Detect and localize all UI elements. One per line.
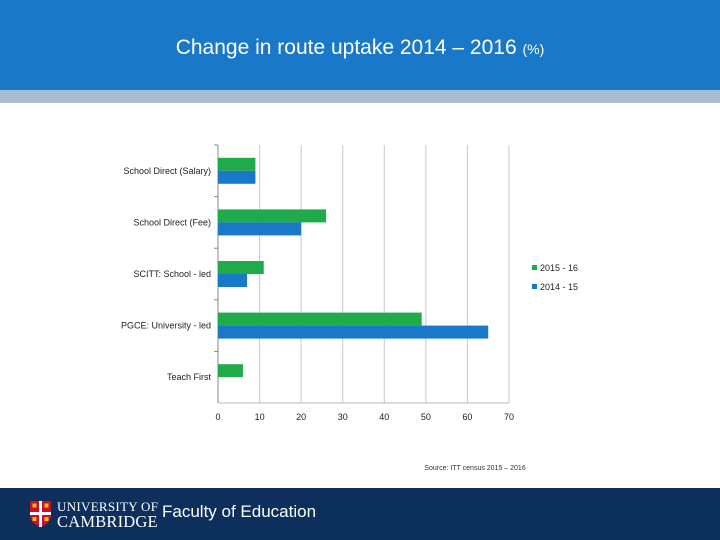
- source-note: Source: ITT census 2015 – 2016: [424, 465, 526, 472]
- legend-label: 2014 - 15: [540, 282, 578, 292]
- bar-2014-15: [218, 170, 256, 184]
- slide-title: Change in route uptake 2014 – 2016 (%): [0, 36, 720, 60]
- bar-2014-15: [218, 325, 489, 339]
- x-tick-label: 70: [504, 412, 514, 422]
- x-tick-label: 50: [421, 412, 431, 422]
- header-band: [0, 0, 720, 90]
- university-crest-icon: [30, 501, 51, 527]
- x-tick-label: 10: [255, 412, 265, 422]
- y-category-label: Teach First: [167, 372, 212, 382]
- bar-2015-16: [218, 209, 327, 223]
- legend-swatch: [532, 284, 537, 289]
- y-category-label: PGCE: University - led: [121, 321, 211, 331]
- x-tick-label: 0: [215, 412, 220, 422]
- title-text: Change in route uptake 2014 – 2016: [175, 36, 517, 59]
- bar-2015-16: [218, 312, 422, 326]
- faculty-name: Faculty of Education: [162, 502, 317, 521]
- title-unit: (%): [522, 41, 545, 57]
- x-tick-label: 30: [338, 412, 348, 422]
- x-tick-label: 40: [379, 412, 389, 422]
- bar-2014-15: [218, 222, 302, 236]
- bar-2015-16: [218, 261, 264, 274]
- university-line-1: UNIVERSITY OF: [57, 499, 159, 514]
- y-category-label: SCITT: School - led: [133, 269, 211, 279]
- bar-2015-16: [218, 157, 256, 171]
- bar-2015-16: [218, 364, 243, 378]
- x-tick-label: 60: [462, 412, 472, 422]
- y-category-label: School Direct (Salary): [123, 166, 211, 176]
- legend-label: 2015 - 16: [540, 263, 578, 273]
- header-stripe: [0, 90, 720, 103]
- x-tick-label: 20: [296, 412, 306, 422]
- university-logo: UNIVERSITY OF CAMBRIDGE: [57, 500, 158, 531]
- bar-2014-15: [218, 274, 248, 287]
- y-category-label: School Direct (Fee): [133, 217, 211, 227]
- legend-swatch: [532, 265, 537, 270]
- footer-band: [0, 488, 720, 540]
- university-line-2: CAMBRIDGE: [57, 512, 158, 531]
